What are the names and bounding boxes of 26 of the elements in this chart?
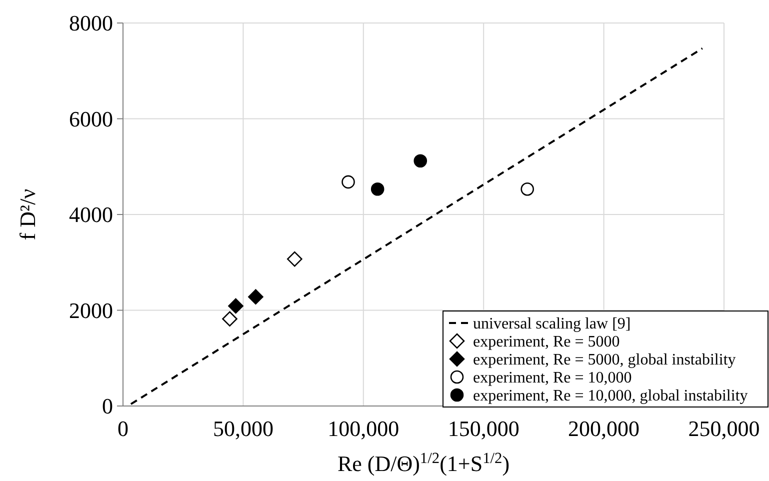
x-axis-title: Re (D/Θ)$^{1/2}$(1+S$^{1/2}$) [337,450,510,476]
y-tick-label: 2000 [69,298,113,323]
point [228,298,244,314]
point [370,182,384,196]
y-tick-label: 4000 [69,202,113,228]
x-tick-label: 150,000 [448,416,520,441]
point [248,289,264,304]
legend-label: experiment, Re = 10,000 [473,370,632,387]
legend-label: experiment, Re = 5000 [473,334,620,351]
x-tick-label: 250,000 [688,416,760,441]
x-tick-label: 0 [118,416,128,441]
legend-label: experiment, Re = 10,000, global instability [473,388,748,405]
legend-label: experiment, Re = 5000, global instability [473,352,736,369]
y-tick-label: 0 [102,394,113,419]
point [342,175,355,189]
x-tick-label: 200,000 [568,416,640,441]
x-tick-label: 50,000 [212,416,274,441]
point [414,154,428,168]
x-tick-label: 100,000 [328,416,400,441]
point [286,251,302,267]
y-tick-label: 8000 [69,10,113,36]
legend-label: universal scaling law [9] [473,316,631,333]
point [520,182,534,196]
y-axis-title: f D²/ν [15,188,40,240]
point [222,311,238,327]
y-tick-label: 6000 [69,106,113,132]
